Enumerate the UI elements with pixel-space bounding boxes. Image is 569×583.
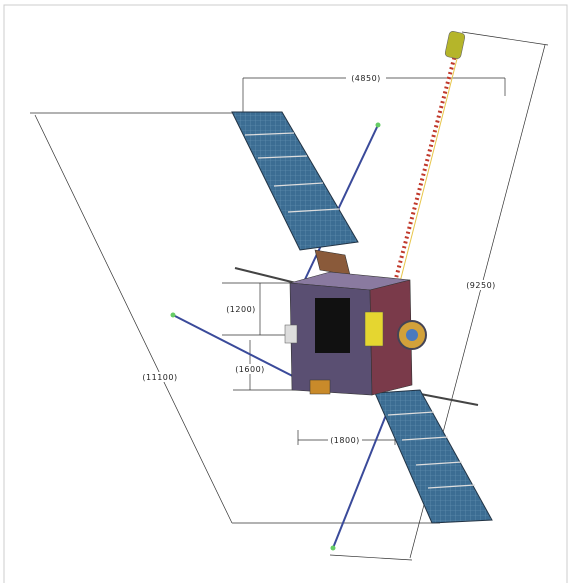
dimension-label: (4850) [351,74,381,83]
radiator [315,298,350,353]
boom-edge [399,54,459,283]
boom [393,54,457,283]
boom-canister [444,31,466,59]
dimension-label: (1200) [226,305,256,314]
solar-panel-lower [374,389,493,524]
antenna-tips [170,122,381,551]
sensor [284,324,298,344]
body-side [369,279,413,396]
dimension-label: (1600) [235,365,265,374]
instrument [364,311,384,347]
solar-panel-upper [231,111,359,251]
panel-seams [244,132,340,213]
box-unit [309,379,331,395]
panel-seams-lower [387,411,476,489]
dimension-label: (11100) [142,373,177,382]
dimension-label: (1800) [330,436,360,445]
frame [3,4,568,583]
dimension-label: (9250) [466,281,496,290]
thruster-core [406,329,418,341]
